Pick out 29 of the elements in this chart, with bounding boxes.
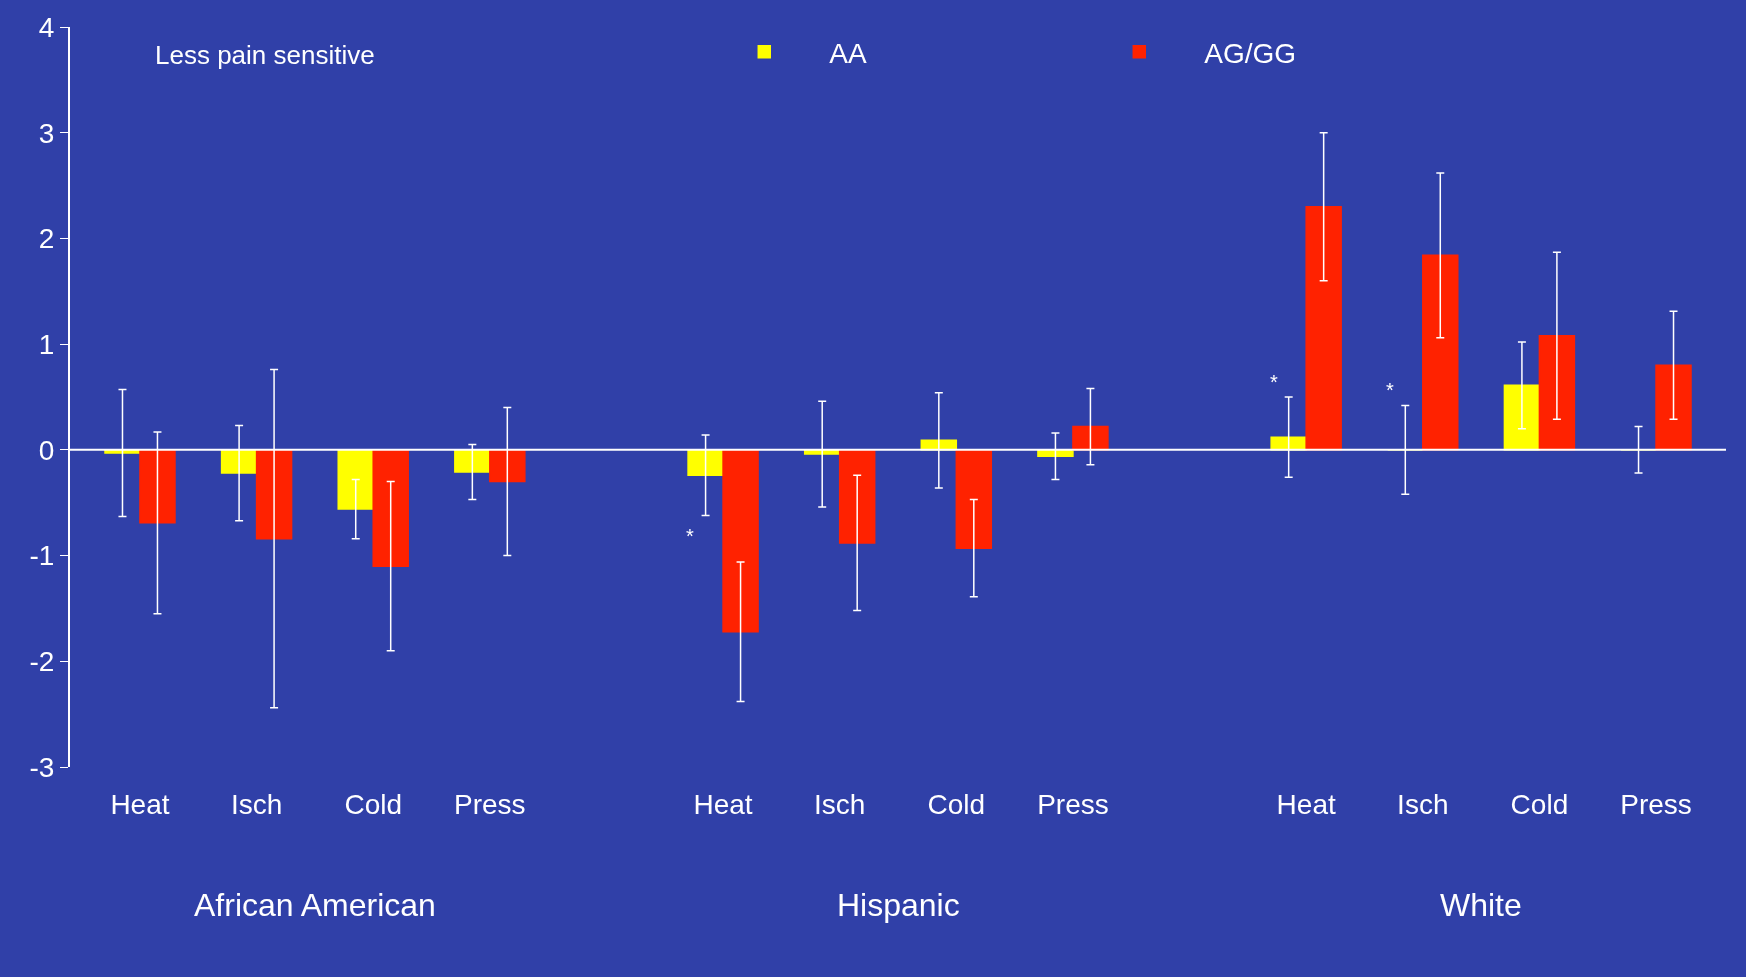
y-tick-label: -3 [29, 751, 55, 783]
text: African American [194, 887, 436, 923]
x-tick-label: Press [454, 789, 526, 820]
x-tick-label: Isch [230, 789, 283, 820]
legend-label: AA [829, 37, 867, 69]
x-tick-label: Cold [927, 789, 986, 820]
text: Hispanic [837, 887, 960, 923]
x-tick-label: Isch [1397, 789, 1449, 820]
y-tick-label: 1 [38, 328, 55, 360]
x-tick-label: Isch [814, 789, 866, 820]
x-tick-label: Heat [1276, 789, 1336, 820]
annotation: Less pain sensitive [155, 40, 375, 70]
y-tick-label: -2 [29, 646, 55, 678]
data-label: * [1270, 371, 1278, 393]
x-tick-label: Heat [110, 789, 170, 820]
x-tick-label: Heat [693, 789, 753, 820]
x-tick-label: Cold [344, 789, 403, 820]
data-label: * [686, 525, 694, 547]
y-tick-label: 2 [38, 223, 55, 255]
data-label: * [1386, 379, 1394, 401]
x-tick-label: Cold [1510, 789, 1569, 820]
y-tick-label: 4 [38, 11, 55, 43]
text: White [1440, 887, 1522, 923]
y-tick-label: 0 [38, 434, 55, 466]
legend-label: AG/GG [1204, 37, 1297, 69]
x-tick-label: Press [1620, 789, 1692, 820]
x-tick-label: Press [1037, 789, 1109, 820]
y-tick-label: 3 [38, 117, 55, 149]
y-tick-label: -1 [29, 540, 55, 572]
